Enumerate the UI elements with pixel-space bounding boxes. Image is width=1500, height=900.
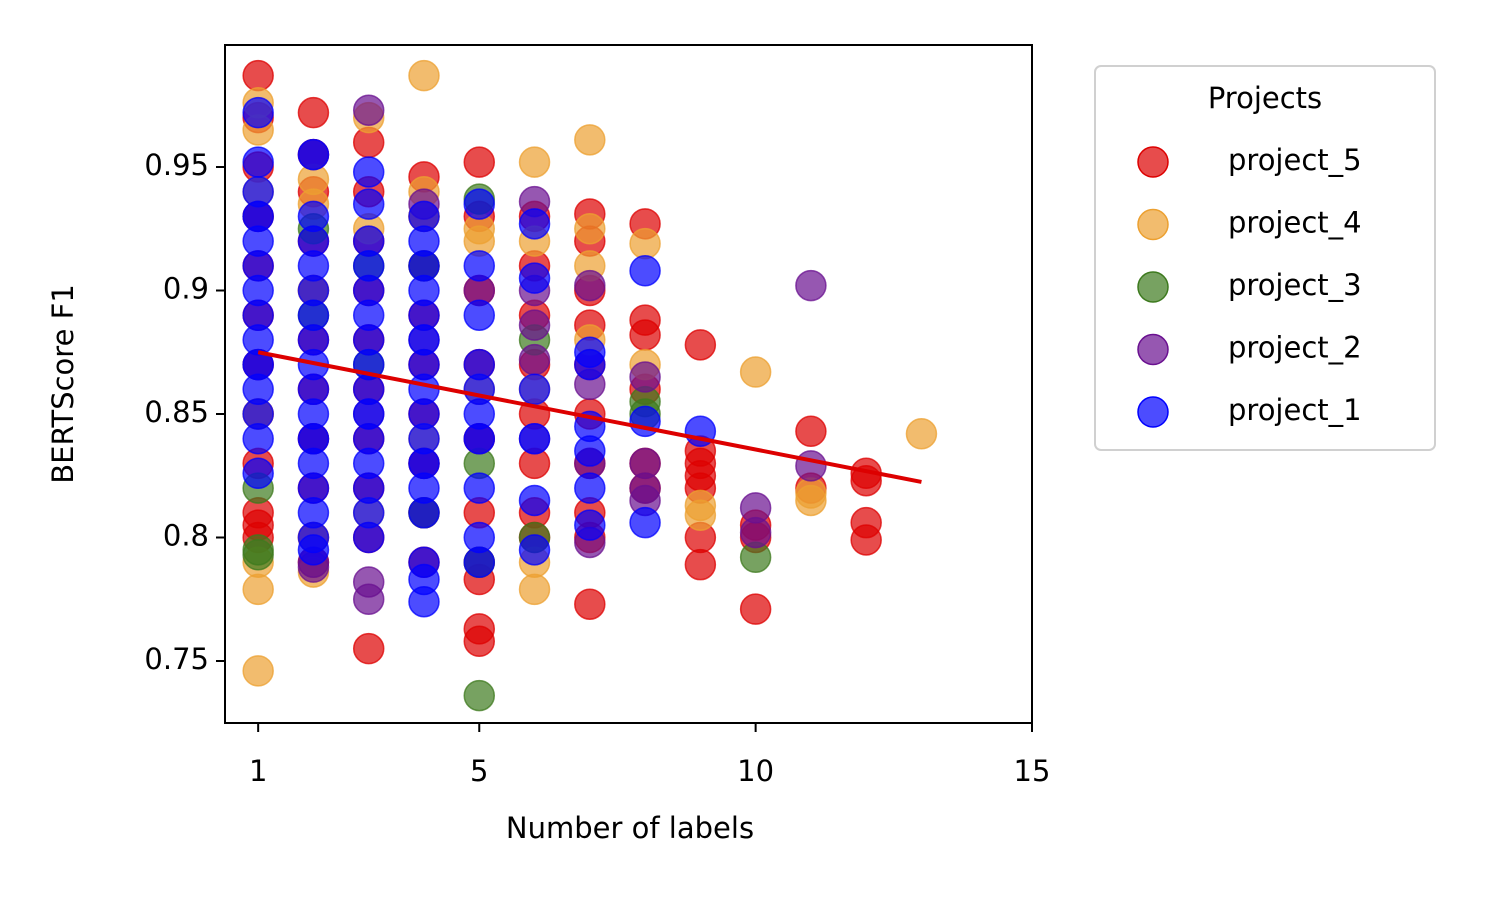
point bbox=[242, 534, 274, 566]
point bbox=[463, 299, 496, 331]
point bbox=[518, 343, 551, 376]
point bbox=[518, 534, 551, 566]
point bbox=[795, 477, 827, 509]
point bbox=[629, 255, 661, 287]
legend-marker bbox=[1137, 146, 1169, 178]
point bbox=[463, 625, 496, 657]
point bbox=[242, 655, 274, 687]
point bbox=[463, 546, 496, 578]
legend-marker bbox=[1137, 208, 1169, 241]
x-tick-label: 10 bbox=[737, 754, 774, 788]
point bbox=[463, 679, 496, 712]
point bbox=[463, 146, 496, 178]
point bbox=[242, 96, 274, 129]
point bbox=[850, 524, 882, 556]
y-tick-label: 0.9 bbox=[163, 272, 209, 306]
point bbox=[518, 422, 551, 455]
legend-marker bbox=[1137, 396, 1169, 428]
legend-box bbox=[1094, 65, 1436, 451]
point bbox=[574, 588, 606, 620]
point bbox=[574, 472, 606, 504]
x-tick-label: 15 bbox=[1014, 754, 1051, 788]
point bbox=[629, 227, 661, 260]
point bbox=[684, 499, 717, 532]
point bbox=[352, 156, 385, 188]
point bbox=[242, 59, 274, 92]
legend-title: Projects bbox=[1208, 81, 1322, 115]
point bbox=[408, 59, 440, 92]
point bbox=[629, 506, 661, 539]
point bbox=[408, 497, 440, 529]
point bbox=[352, 583, 385, 616]
y-tick-label: 0.75 bbox=[144, 642, 209, 676]
point bbox=[574, 348, 606, 381]
point bbox=[905, 418, 938, 450]
point bbox=[518, 309, 551, 341]
y-tick-label: 0.8 bbox=[163, 519, 209, 553]
point bbox=[739, 516, 772, 549]
point bbox=[297, 534, 330, 566]
x-axis-label: Number of labels bbox=[506, 811, 754, 845]
point bbox=[518, 573, 551, 606]
point bbox=[463, 250, 496, 282]
point bbox=[352, 521, 385, 554]
point bbox=[463, 472, 496, 504]
point bbox=[242, 146, 274, 178]
point bbox=[352, 188, 385, 220]
point bbox=[297, 96, 330, 129]
legend-marker bbox=[1137, 271, 1169, 303]
point bbox=[242, 457, 274, 490]
point bbox=[795, 415, 827, 448]
point bbox=[463, 188, 496, 220]
point bbox=[242, 573, 274, 606]
point bbox=[518, 146, 551, 178]
x-tick-label: 5 bbox=[470, 754, 488, 788]
point bbox=[574, 435, 606, 467]
y-tick-label: 0.95 bbox=[144, 148, 209, 182]
point bbox=[463, 422, 496, 455]
y-axis-label: BERTScore F1 bbox=[46, 284, 80, 484]
point bbox=[242, 422, 274, 455]
point bbox=[795, 269, 827, 302]
point bbox=[684, 548, 717, 581]
point bbox=[518, 373, 551, 406]
legend-label: project_5 bbox=[1228, 143, 1362, 177]
point bbox=[629, 361, 661, 393]
point bbox=[352, 632, 385, 665]
point bbox=[739, 356, 772, 388]
point bbox=[574, 124, 606, 156]
legend-label: project_2 bbox=[1228, 331, 1362, 365]
legend-marker bbox=[1137, 333, 1169, 366]
point bbox=[518, 262, 551, 294]
point bbox=[574, 213, 606, 245]
legend-label: project_3 bbox=[1228, 268, 1362, 302]
x-tick-label: 1 bbox=[249, 754, 267, 788]
point bbox=[795, 450, 827, 482]
point bbox=[297, 138, 330, 171]
legend: Projects project_5 project_4 project_3proje… bbox=[1094, 65, 1436, 451]
y-tick-label: 0.85 bbox=[144, 395, 209, 429]
legend-label: project_1 bbox=[1228, 393, 1362, 427]
point bbox=[629, 319, 661, 351]
legend-label: project_4 bbox=[1228, 206, 1362, 240]
point bbox=[574, 269, 606, 302]
point bbox=[574, 509, 606, 541]
point bbox=[684, 329, 717, 361]
trend-line bbox=[257, 350, 922, 484]
point bbox=[518, 484, 551, 517]
point bbox=[739, 593, 772, 625]
point bbox=[518, 208, 551, 240]
point bbox=[352, 94, 385, 126]
plot-frame bbox=[224, 44, 1033, 724]
point bbox=[408, 585, 440, 618]
